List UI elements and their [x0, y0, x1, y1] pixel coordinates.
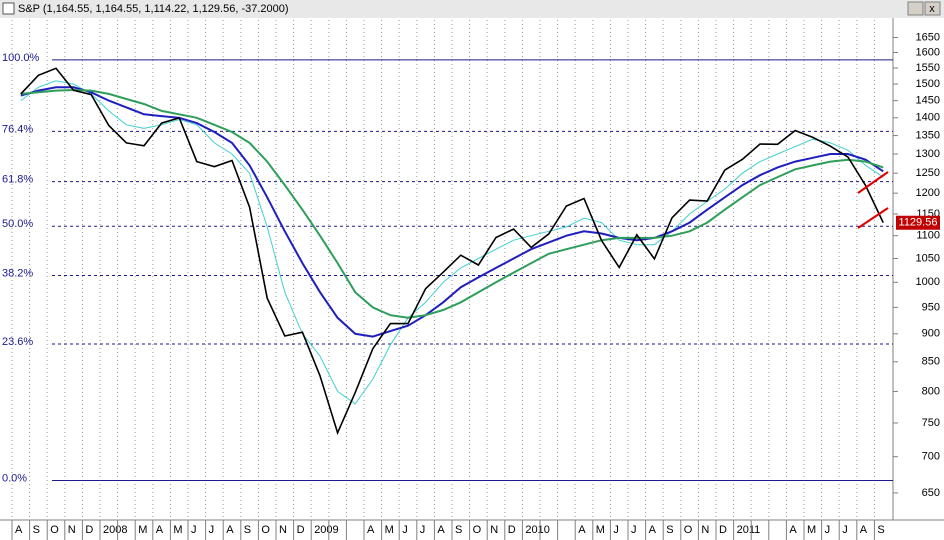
x-tick-label: M	[173, 524, 182, 536]
price-line	[20, 67, 884, 436]
x-tick-label: O	[261, 524, 270, 536]
y-tick-label: 1550	[916, 62, 940, 74]
x-tick-label: N	[490, 524, 498, 536]
y-tick-label: 1650	[916, 31, 940, 43]
fib-label: 76.4%	[2, 123, 33, 135]
window-icon	[2, 2, 15, 15]
x-tick-label: A	[367, 524, 375, 536]
x-tick-label: O	[473, 524, 482, 536]
chart-title: S&P (1,164.55, 1,164.55, 1,114.22, 1,129…	[18, 3, 289, 15]
x-tick-label: J	[209, 524, 215, 536]
x-tick-label: J	[825, 524, 831, 536]
trend-line	[857, 207, 889, 229]
x-tick-label: D	[297, 524, 305, 536]
x-tick-label: J	[402, 524, 408, 536]
x-tick-label: J	[613, 524, 619, 536]
x-tick-label: O	[684, 524, 693, 536]
x-tick-label: J	[191, 524, 197, 536]
close-icon: x	[929, 3, 935, 15]
x-tick-label: 2010	[525, 524, 549, 536]
y-tick-label: 1050	[916, 252, 940, 264]
x-tick-label: A	[437, 524, 445, 536]
x-tick-label: A	[15, 524, 23, 536]
x-tick-label: A	[789, 524, 797, 536]
y-tick-label: 1600	[916, 46, 940, 58]
x-tick-label: S	[666, 524, 673, 536]
trend-line	[857, 171, 889, 194]
x-tick-label: A	[649, 524, 657, 536]
fib-label: 23.6%	[2, 336, 33, 348]
x-tick-label: S	[877, 524, 884, 536]
y-tick-label: 1250	[916, 167, 940, 179]
x-tick-label: O	[50, 524, 59, 536]
x-tick-label: D	[508, 524, 516, 536]
y-tick-label: 950	[922, 301, 940, 313]
y-tick-label: 1000	[916, 276, 940, 288]
x-tick-label: M	[138, 524, 147, 536]
x-tick-label: M	[807, 524, 816, 536]
last-price-label: 1129.56	[899, 217, 938, 229]
y-tick-label: 1450	[916, 95, 940, 107]
x-tick-label: A	[226, 524, 234, 536]
y-tick-label: 1300	[916, 148, 940, 160]
x-tick-label: J	[420, 524, 426, 536]
grid	[11, 20, 893, 520]
x-tick-label: M	[385, 524, 394, 536]
restore-button[interactable]	[907, 1, 924, 16]
plot-area	[20, 67, 884, 436]
x-tick-label: 2008	[103, 524, 127, 536]
fib-label: 50.0%	[2, 218, 33, 230]
x-tick-label: N	[68, 524, 76, 536]
x-tick-label: J	[631, 524, 637, 536]
y-tick-label: 850	[922, 356, 940, 368]
x-tick-label: 2011	[737, 524, 761, 536]
y-tick-label: 650	[922, 487, 940, 499]
y-tick-label: 900	[922, 328, 940, 340]
x-tick-label: J	[842, 524, 848, 536]
x-tick-label: A	[156, 524, 164, 536]
last-price-box	[896, 215, 940, 230]
x-tick-label: S	[455, 524, 462, 536]
close-button[interactable]	[924, 1, 941, 16]
y-tick-label: 1500	[916, 78, 940, 90]
x-tick-label: S	[244, 524, 251, 536]
y-tick-label: 750	[922, 417, 940, 429]
fib-label: 38.2%	[2, 267, 33, 279]
y-tick-label: 700	[922, 451, 940, 463]
price-line	[20, 88, 884, 319]
x-tick-label: M	[596, 524, 605, 536]
y-tick-label: 800	[922, 385, 940, 397]
y-tick-label: 1200	[916, 187, 940, 199]
x-tick-label: D	[719, 524, 727, 536]
y-tick-label: 1350	[916, 129, 940, 141]
x-tick-label: N	[701, 524, 709, 536]
price-line	[20, 86, 884, 338]
fib-label: 100.0%	[2, 52, 40, 64]
fib-label: 0.0%	[2, 472, 27, 484]
x-tick-label: S	[33, 524, 40, 536]
x-tick-label: A	[860, 524, 868, 536]
x-tick-label: 2009	[314, 524, 338, 536]
x-tick-label: N	[279, 524, 287, 536]
x-tick-label: A	[578, 524, 586, 536]
fib-label: 61.8%	[2, 173, 33, 185]
title-bar	[0, 0, 944, 18]
y-tick-label: 1400	[916, 112, 940, 124]
price-line	[20, 80, 884, 405]
x-tick-label: D	[85, 524, 93, 536]
y-tick-label: 1100	[916, 230, 940, 242]
